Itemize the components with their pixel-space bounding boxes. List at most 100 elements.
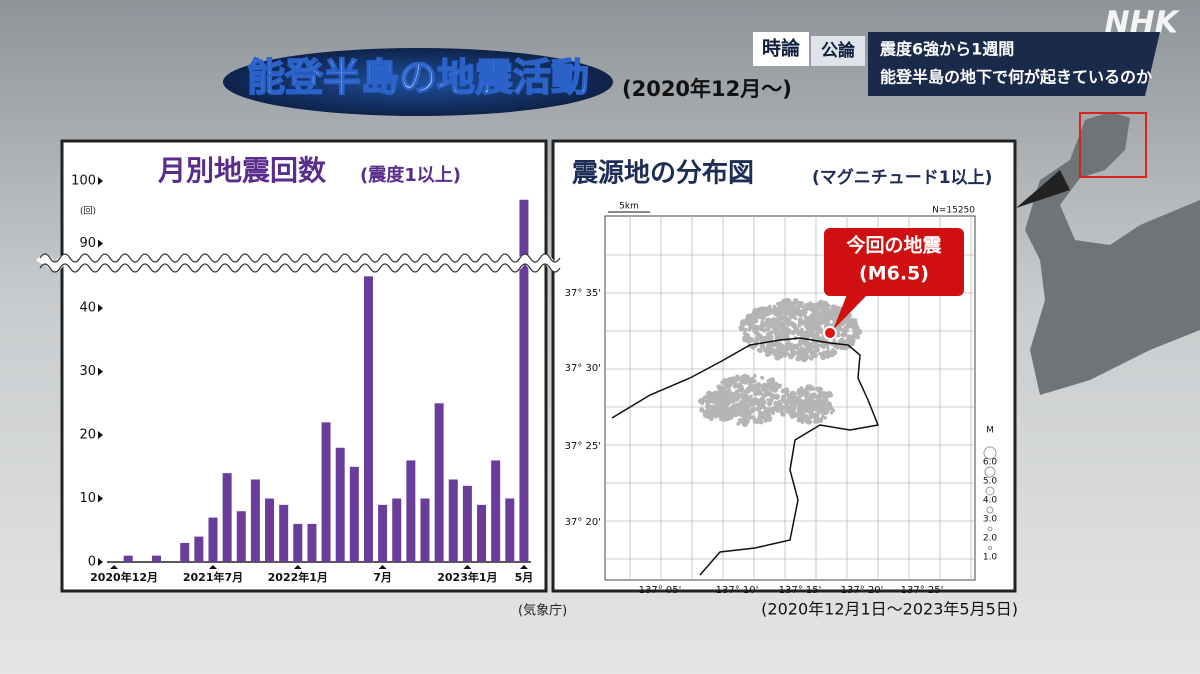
chart-subtitle: (震度1以上) (360, 164, 461, 186)
epicenter-dot (745, 314, 751, 320)
epicenter-dot (775, 317, 780, 322)
epicenter-dot (804, 385, 810, 391)
bar (321, 422, 331, 562)
epicenter-dot (835, 306, 841, 312)
epicenter-dot (750, 376, 755, 382)
epicenter-dot (726, 398, 731, 403)
epicenter-dot (790, 330, 796, 336)
epicenter-dot (734, 402, 740, 408)
epicenter-dot (721, 378, 729, 385)
epicenter-dot (718, 411, 723, 416)
y-tick-label: 0 (88, 555, 96, 570)
y-tick-label: 10 (79, 491, 96, 506)
bar (335, 447, 345, 562)
epicenter-dot (800, 355, 805, 360)
epicenter-dot (760, 338, 764, 343)
epicenter-dot (835, 345, 840, 350)
y-tick-label: 30 (79, 364, 96, 379)
epicenter-dot (746, 333, 750, 337)
epicenter-dot (722, 413, 728, 419)
bar (236, 511, 246, 562)
epicenter-dot (841, 328, 847, 333)
epicenter-dot (801, 409, 806, 414)
map-period: (2020年12月1日〜2023年5月5日) (761, 600, 1018, 619)
bar (378, 504, 388, 562)
epicenter-dot (809, 356, 814, 361)
lat-label: 37° 20' (565, 517, 601, 528)
epicenter-dot (822, 311, 827, 315)
epicenter-dot (813, 322, 819, 328)
badge: 時論 (762, 37, 801, 60)
lon-label: 137° 10' (716, 585, 759, 596)
count-label: N=15250 (932, 206, 975, 216)
badge: 公論 (821, 40, 856, 61)
epicenter-dot (771, 407, 775, 412)
epicenter-dot (755, 309, 763, 316)
epicenter-dot (786, 322, 791, 327)
epicenter-dot (780, 394, 787, 400)
epicenter-dot (750, 345, 756, 350)
epicenter-dot (763, 388, 770, 395)
epicenter-dot (793, 309, 798, 313)
epicenter-dot (806, 346, 812, 353)
epicenter-dot (793, 316, 798, 321)
epicenter-dot (792, 326, 797, 331)
epicenter-dot (809, 392, 815, 399)
epicenter-dot (821, 317, 828, 323)
badge-bg (811, 36, 865, 66)
x-tick-label: 2020年12月 (90, 570, 158, 584)
x-tick-label: 2021年7月 (183, 570, 243, 584)
epicenter-dot (805, 418, 812, 425)
badge-bg (753, 32, 809, 66)
epicenter-dot (813, 332, 819, 337)
epicenter-dot (796, 417, 802, 423)
y-tick-label: 90 (79, 236, 96, 251)
epicenter-dot (748, 398, 755, 405)
epicenter-dot (792, 401, 797, 406)
japan-silhouette (1025, 112, 1200, 395)
epicenter-dot (845, 315, 850, 320)
epicenter-dot (780, 323, 785, 328)
epicenter-dot (796, 311, 802, 317)
bar (208, 517, 218, 562)
bar (420, 498, 430, 562)
bar (406, 460, 416, 562)
epicenter-dot (785, 317, 792, 323)
lat-label: 37° 30' (565, 363, 601, 374)
epicenter-dot (734, 377, 739, 381)
y-tick-mark (98, 431, 103, 440)
epicenter-dot (782, 348, 789, 355)
epicenter-dot (742, 331, 747, 336)
epicenter-dot (784, 343, 788, 347)
epicenter-dot (775, 394, 779, 398)
epicenter-dot (718, 402, 725, 408)
epicenter-dot (801, 398, 808, 405)
epicenter-dot (768, 400, 772, 405)
epicenter-dot (830, 408, 836, 413)
epicenter-dot (827, 402, 833, 408)
epicenter-dot (820, 414, 825, 419)
epicenter-dot (778, 408, 784, 414)
epicenter-dot (790, 393, 795, 399)
x-tick-mark (209, 565, 217, 569)
epicenter-dot (785, 408, 791, 414)
axis-break-edge (39, 263, 561, 273)
epicenter-dot (772, 395, 776, 400)
epicenter-dot (757, 416, 763, 422)
epicenter-dot (755, 337, 760, 342)
epicenter-dot (736, 382, 743, 388)
x-tick-label: 5月 (515, 571, 534, 584)
bar (349, 466, 359, 562)
legend-label: 3.0 (983, 515, 998, 525)
main-title: 能登半島の地震活動 (247, 56, 589, 100)
legend-label: 4.0 (983, 496, 998, 506)
epicenter-dot (730, 391, 735, 396)
epicenter-dot (761, 384, 766, 389)
epicenter-dot (774, 348, 780, 354)
epicenter-dot (799, 304, 804, 309)
x-tick-mark (378, 565, 387, 569)
epicenter-dot (829, 308, 834, 313)
epicenter-dot (817, 326, 823, 332)
legend-symbol (983, 446, 997, 460)
epicenter-dot (812, 352, 818, 359)
